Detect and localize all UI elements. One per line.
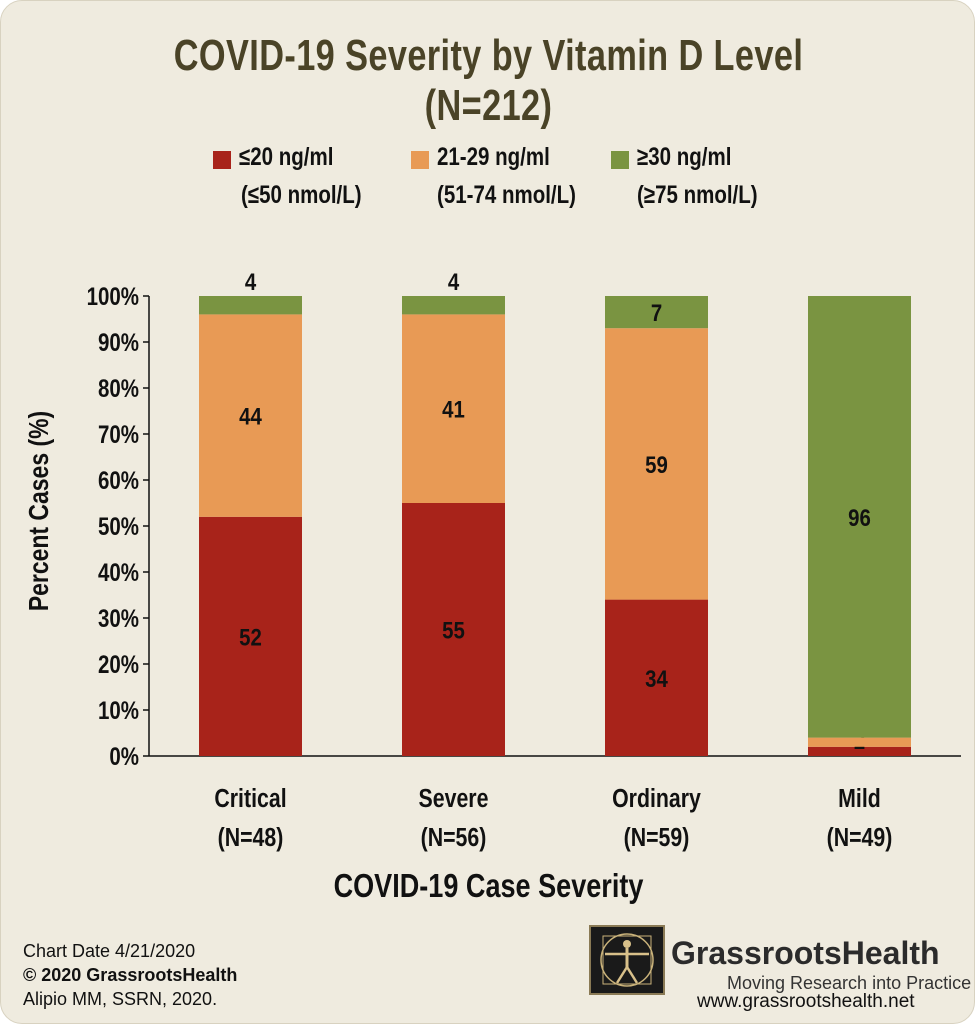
x-tick-label: Severe bbox=[419, 784, 489, 814]
chart-title: COVID-19 Severity by Vitamin D Level (N=… bbox=[173, 31, 804, 130]
x-tick-label: Mild bbox=[838, 784, 881, 814]
x-tick-label: Critical bbox=[214, 784, 286, 814]
bar-segment bbox=[605, 328, 708, 600]
legend-swatch-mid bbox=[411, 151, 429, 169]
legend-label-high: ≥30 ng/ml bbox=[637, 143, 732, 171]
data-label: 52 bbox=[239, 624, 262, 651]
x-tick-label: Ordinary bbox=[612, 784, 702, 814]
data-label: 96 bbox=[848, 504, 871, 531]
legend-sublabel-high: (≥75 nmol/L) bbox=[637, 181, 758, 209]
bar-segment bbox=[199, 314, 302, 517]
bar-segment bbox=[605, 296, 708, 329]
bar-segment bbox=[808, 737, 911, 747]
brand-block: GrassrootsHealth Moving Research into Pr… bbox=[589, 925, 972, 1015]
x-tick-sublabel: (N=56) bbox=[421, 823, 487, 853]
footer-credits: Chart Date 4/21/2020 © 2020 GrassrootsHe… bbox=[23, 939, 237, 1011]
data-label: 41 bbox=[442, 396, 465, 423]
chart-plot: 0%10%20%30%40%50%60%70%80%90%100%52444Cr… bbox=[87, 268, 961, 853]
brand-name: GrassrootsHealth bbox=[671, 935, 940, 971]
data-label: 4 bbox=[448, 268, 460, 295]
data-label: 55 bbox=[442, 617, 465, 644]
legend-swatch-high bbox=[611, 151, 629, 169]
bar-segment bbox=[808, 296, 911, 738]
y-tick-label: 80% bbox=[98, 374, 139, 402]
citation: Alipio MM, SSRN, 2020. bbox=[23, 989, 218, 1009]
brand-tagline: Moving Research into Practice bbox=[727, 973, 972, 993]
chart-date: Chart Date 4/21/2020 bbox=[23, 941, 196, 961]
bar-segment bbox=[808, 746, 911, 756]
y-tick-label: 0% bbox=[109, 742, 139, 770]
x-tick-sublabel: (N=48) bbox=[218, 823, 284, 853]
bar-segment bbox=[605, 599, 708, 756]
y-tick-label: 40% bbox=[98, 558, 139, 586]
y-tick-label: 100% bbox=[87, 282, 139, 310]
legend-label-low: ≤20 ng/ml bbox=[239, 143, 334, 171]
legend-label-mid: 21-29 ng/ml bbox=[437, 143, 550, 171]
y-tick-label: 30% bbox=[98, 604, 139, 632]
y-tick-label: 90% bbox=[98, 328, 139, 356]
data-label: 7 bbox=[651, 300, 662, 327]
x-tick-sublabel: (N=49) bbox=[827, 823, 893, 853]
copyright: © 2020 GrassrootsHealth bbox=[23, 965, 238, 985]
data-label: 34 bbox=[645, 665, 668, 692]
vitruvian-logo-icon bbox=[589, 925, 665, 995]
y-tick-label: 50% bbox=[98, 512, 139, 540]
legend-swatch-low bbox=[213, 151, 231, 169]
x-axis-label: COVID-19 Case Severity bbox=[333, 867, 644, 904]
legend-sublabel-low: (≤50 nmol/L) bbox=[241, 181, 362, 209]
bar-segment bbox=[402, 503, 505, 756]
bar-segment bbox=[402, 314, 505, 503]
y-tick-label: 10% bbox=[98, 696, 139, 724]
bar-segment bbox=[199, 516, 302, 756]
data-label: 44 bbox=[239, 403, 262, 430]
bar-segment bbox=[402, 296, 505, 315]
legend-sublabel-mid: (51-74 nmol/L) bbox=[437, 181, 576, 209]
bar-segment bbox=[199, 296, 302, 315]
brand-url[interactable]: www.grassrootshealth.net bbox=[697, 991, 915, 1012]
x-tick-sublabel: (N=59) bbox=[624, 823, 690, 853]
y-tick-label: 20% bbox=[98, 650, 139, 678]
y-tick-label: 60% bbox=[98, 466, 139, 494]
data-label: 4 bbox=[245, 268, 257, 295]
data-label: 59 bbox=[645, 451, 668, 478]
y-tick-label: 70% bbox=[98, 420, 139, 448]
